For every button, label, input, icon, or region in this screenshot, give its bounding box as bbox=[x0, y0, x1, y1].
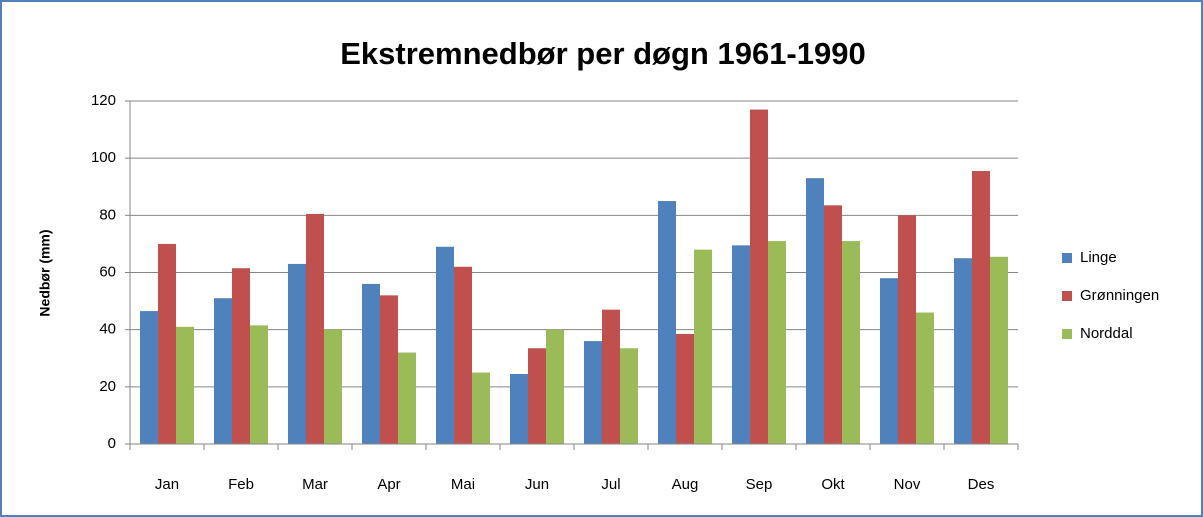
bar bbox=[584, 341, 602, 444]
y-tick-label: 60 bbox=[99, 263, 116, 280]
bar bbox=[990, 256, 1008, 444]
x-tick-label: Jan bbox=[155, 476, 179, 493]
bar bbox=[288, 263, 306, 444]
y-tick-label: 120 bbox=[91, 92, 116, 109]
x-tick-label: Feb bbox=[228, 476, 254, 493]
bar bbox=[454, 266, 472, 444]
bar bbox=[898, 215, 916, 444]
x-tick-label: Sep bbox=[746, 476, 773, 493]
bar bbox=[362, 283, 380, 444]
y-tick-label: 20 bbox=[99, 378, 116, 395]
bar bbox=[750, 109, 768, 444]
bar bbox=[528, 348, 546, 444]
legend-label: Linge bbox=[1080, 249, 1117, 266]
y-tick-label: 40 bbox=[99, 321, 116, 338]
bar bbox=[140, 311, 158, 444]
x-tick-label: Nov bbox=[894, 476, 921, 493]
bar bbox=[510, 373, 528, 444]
bar bbox=[676, 333, 694, 444]
legend-label: Grønningen bbox=[1080, 287, 1159, 304]
bar bbox=[620, 348, 638, 444]
bar bbox=[602, 309, 620, 444]
legend-swatch bbox=[1062, 253, 1072, 263]
x-tick-label: Jun bbox=[525, 476, 549, 493]
bar bbox=[380, 295, 398, 444]
bar bbox=[472, 372, 490, 444]
bar bbox=[232, 268, 250, 444]
bar bbox=[214, 298, 232, 444]
y-tick-label: 80 bbox=[99, 206, 116, 223]
bar bbox=[916, 312, 934, 444]
bar bbox=[436, 246, 454, 444]
bar bbox=[176, 326, 194, 444]
bar bbox=[824, 205, 842, 444]
bar bbox=[732, 245, 750, 444]
bar bbox=[972, 171, 990, 444]
x-tick-label: Mar bbox=[302, 476, 328, 493]
legend-swatch bbox=[1062, 291, 1072, 301]
bar bbox=[546, 329, 564, 444]
x-tick-label: Apr bbox=[377, 476, 400, 493]
bar bbox=[880, 278, 898, 444]
y-axis-label: Nedbør (mm) bbox=[37, 229, 53, 316]
bar bbox=[398, 352, 416, 444]
bar bbox=[842, 241, 860, 444]
bar bbox=[806, 178, 824, 445]
x-tick-label: Aug bbox=[672, 476, 699, 493]
bar bbox=[658, 201, 676, 444]
bar bbox=[694, 249, 712, 444]
bar bbox=[954, 258, 972, 444]
bar bbox=[306, 213, 324, 444]
y-tick-label: 100 bbox=[91, 149, 116, 166]
bar bbox=[158, 243, 176, 444]
bar bbox=[768, 241, 786, 444]
bar bbox=[250, 325, 268, 444]
legend-swatch bbox=[1062, 329, 1072, 339]
x-tick-label: Okt bbox=[821, 476, 845, 493]
x-tick-label: Des bbox=[968, 476, 995, 493]
x-tick-label: Jul bbox=[601, 476, 620, 493]
chart-title: Ekstremnedbør per døgn 1961-1990 bbox=[340, 36, 865, 71]
legend-label: Norddal bbox=[1080, 325, 1133, 342]
y-tick-label: 0 bbox=[108, 435, 116, 452]
bar bbox=[324, 329, 342, 444]
x-tick-label: Mai bbox=[451, 476, 475, 493]
